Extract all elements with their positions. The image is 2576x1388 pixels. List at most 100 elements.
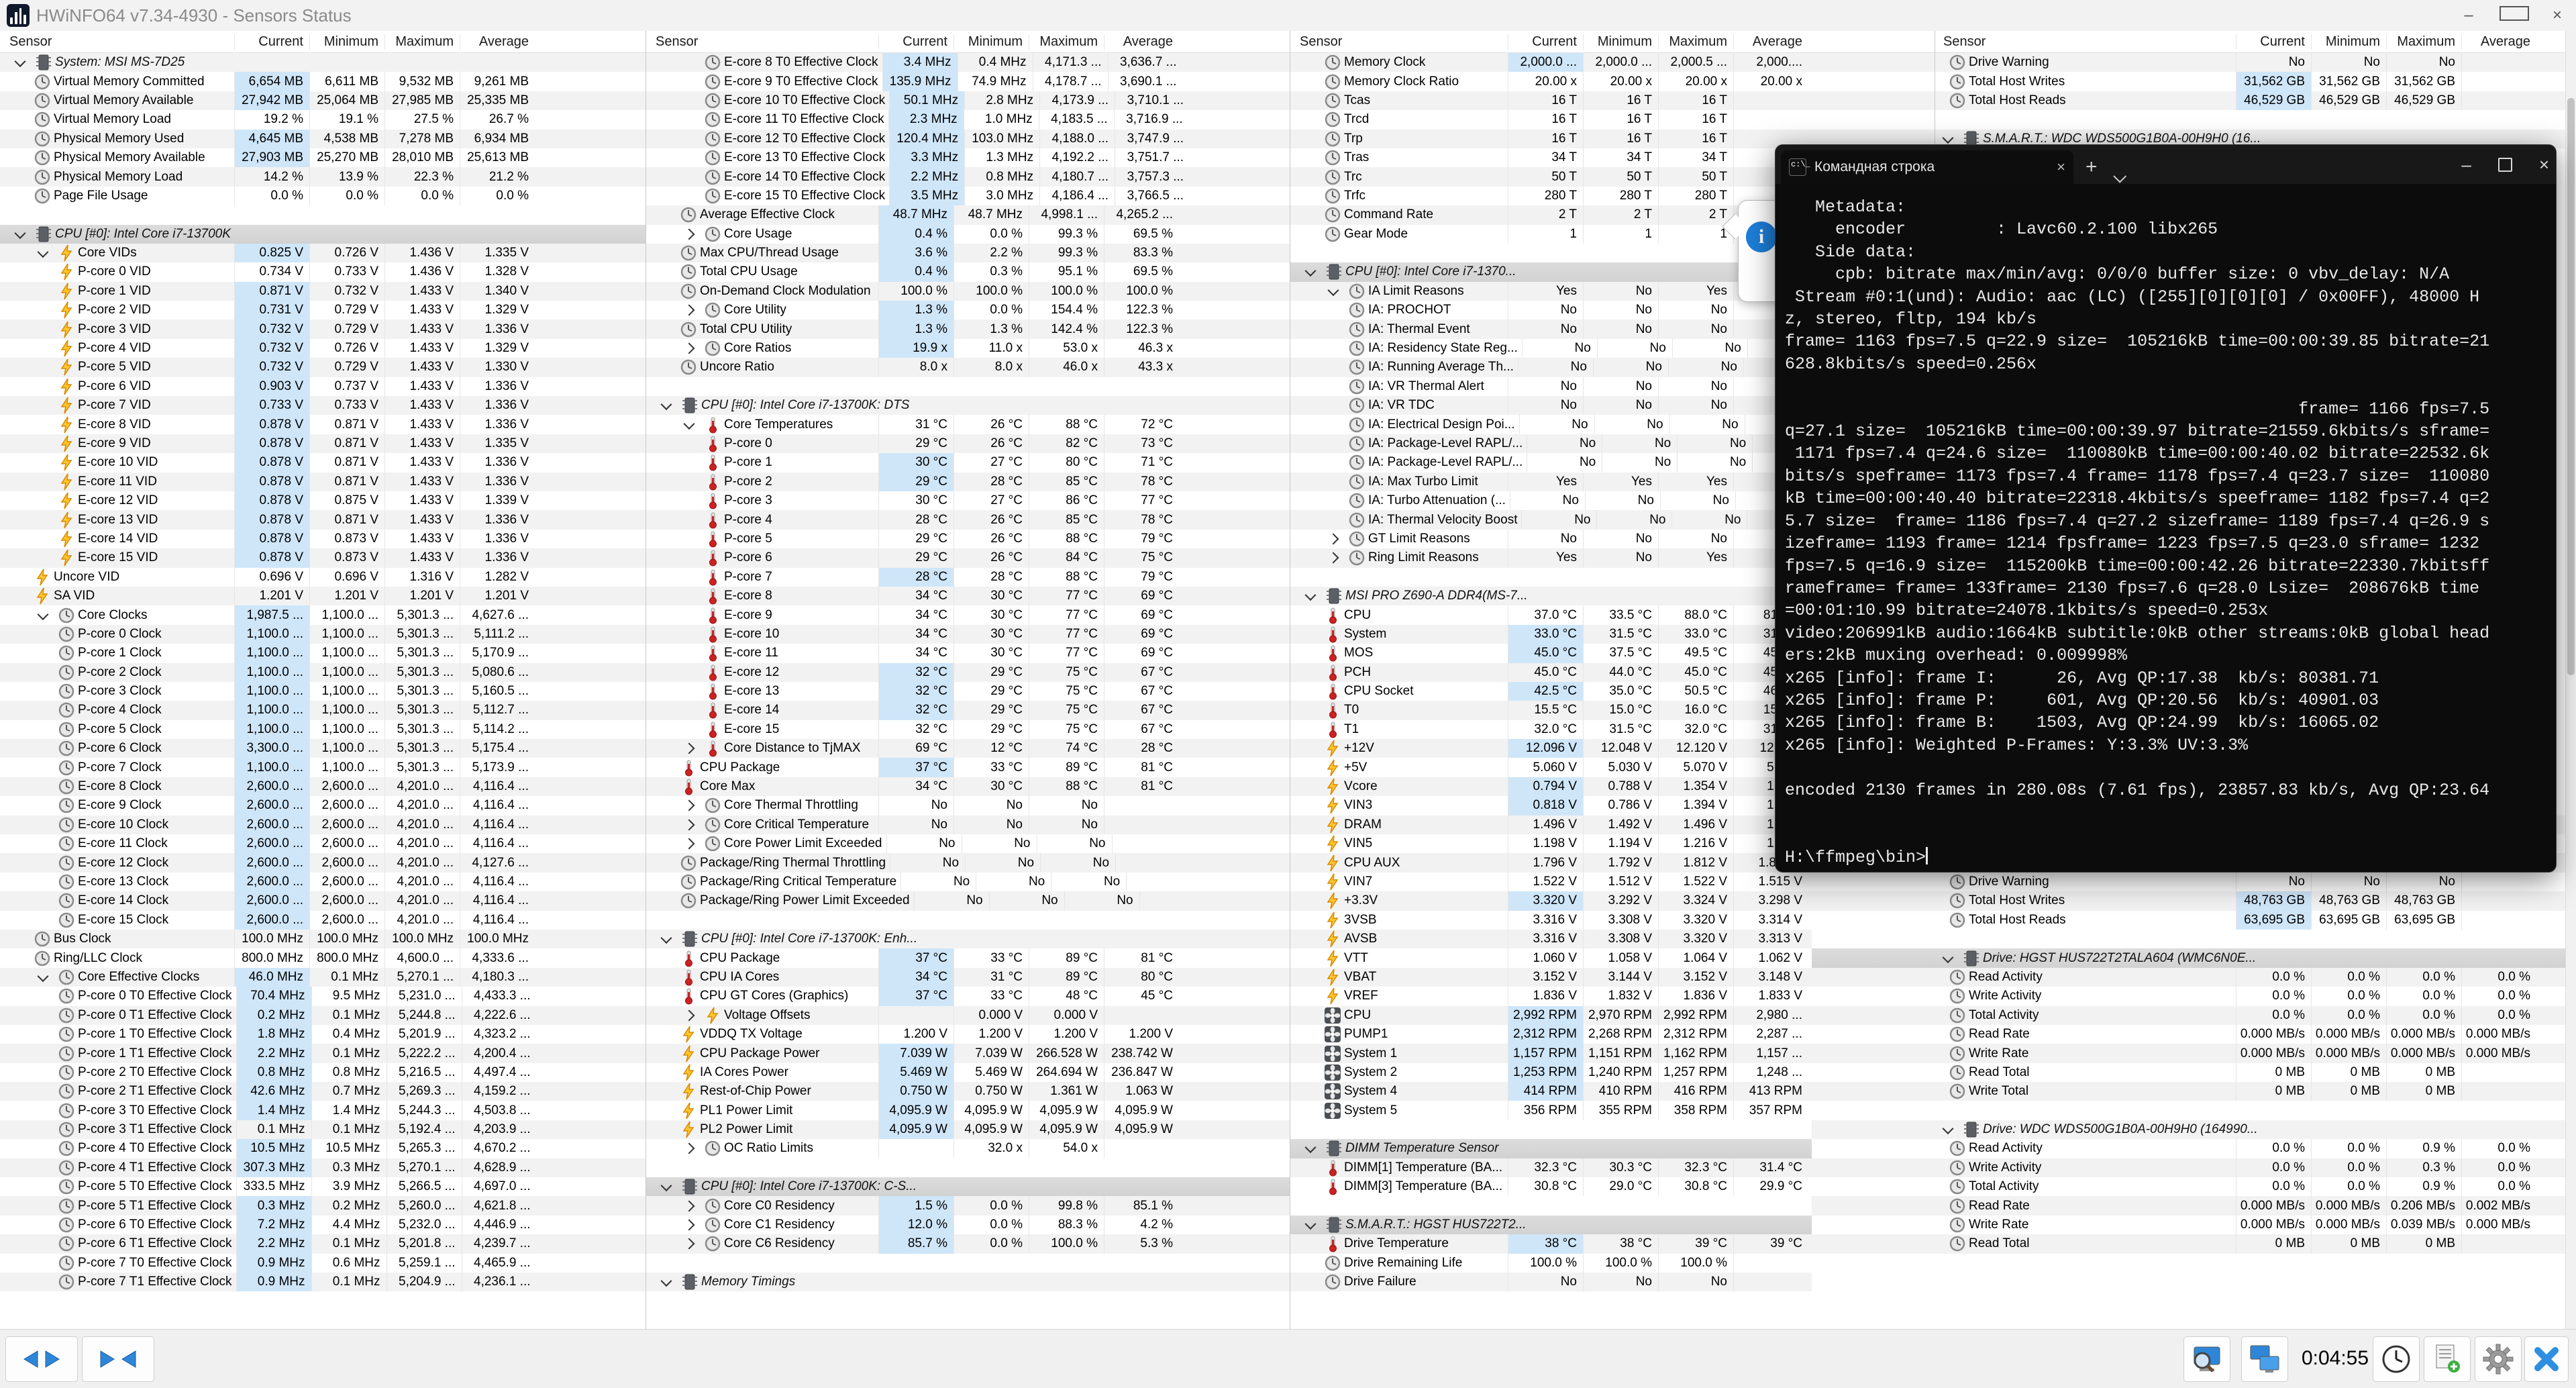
sensor-row[interactable]: P-core 0 VID 0.734 V 0.733 V 1.436 V 1.328 V xyxy=(0,262,646,282)
sensor-row[interactable]: Max CPU/Thread Usage 3.6 % 2.2 % 99.3 % 83.3… xyxy=(646,243,1290,263)
header-minimum[interactable]: Minimum xyxy=(1583,34,1658,50)
sensor-row[interactable]: Tras 34 T 34 T 34 T xyxy=(1290,148,1935,168)
collapse-chevron-icon[interactable] xyxy=(1298,268,1323,276)
sensor-row[interactable]: P-core 3 T0 Effective Clock 1.4 MHz 1.4 MH… xyxy=(0,1101,646,1120)
sensor-row[interactable]: CPU GT Cores (Graphics) 37 °C 33 °C 48 °C 45… xyxy=(646,987,1290,1006)
sensor-row[interactable]: P-core 4 Clock 1,100.0 ... 1,100.0 ... 5,30… xyxy=(0,701,646,720)
expand-chevron-icon[interactable] xyxy=(677,344,701,352)
sensor-row[interactable]: P-core 7 28 °C 28 °C 88 °C 79 °C xyxy=(646,567,1290,587)
sensor-row[interactable]: E-core 15 T0 Effective Clock 3.5 MHz 3.0 M… xyxy=(646,186,1290,206)
header-average[interactable]: Average xyxy=(1733,34,1808,50)
sensor-row[interactable]: P-core 7 Clock 1,100.0 ... 1,100.0 ... 5,30… xyxy=(0,758,646,777)
sensor-row[interactable]: VDDQ TX Voltage 1.200 V 1.200 V 1.200 V 1.20… xyxy=(646,1024,1290,1044)
sensor-row[interactable]: Core Ratios 19.9 x 11.0 x 53.0 x 46.3 x xyxy=(646,338,1290,358)
sensor-row[interactable]: E-core 13 Clock 2,600.0 ... 2,600.0 ... 4,2… xyxy=(0,872,646,892)
sensor-row[interactable]: Write Activity 0.0 % 0.0 % 0.0 % 0.0 % xyxy=(1812,987,2566,1006)
vertical-scrollbar[interactable] xyxy=(2565,31,2576,1329)
collapse-chevron-icon[interactable] xyxy=(654,1183,678,1191)
scrollbar-thumb[interactable] xyxy=(2567,98,2575,675)
terminal-minimize-button[interactable]: – xyxy=(2461,154,2471,175)
sensor-row[interactable]: Trfc 280 T 280 T 280 T xyxy=(1290,186,1935,206)
sensor-row[interactable]: E-core 8 34 °C 30 °C 77 °C 69 °C xyxy=(646,586,1290,606)
sensor-row[interactable]: P-core 4 VID 0.732 V 0.726 V 1.433 V 1.329 V xyxy=(0,338,646,358)
sensor-row[interactable]: Core C1 Residency 12.0 % 0.0 % 88.3 % 4.2 % xyxy=(646,1215,1290,1235)
sensor-row[interactable]: Physical Memory Available 27,903 MB 25,270… xyxy=(0,148,646,168)
sensor-row[interactable]: E-core 14 T0 Effective Clock 2.2 MHz 0.8 M… xyxy=(646,167,1290,187)
sensor-row[interactable]: Trcd 16 T 16 T 16 T xyxy=(1290,110,1935,130)
collapse-chevron-icon[interactable] xyxy=(654,1278,678,1286)
sensor-row[interactable]: Package/Ring Power Limit Exceeded No No No xyxy=(646,891,1290,911)
sensor-row[interactable]: GT Limit Reasons No No No xyxy=(1290,529,1935,549)
sensor-row[interactable]: E-core 13 VID 0.878 V 0.871 V 1.433 V 1.336 … xyxy=(0,510,646,530)
sensor-row[interactable]: P-core 0 29 °C 26 °C 82 °C 73 °C xyxy=(646,434,1290,454)
sensor-row[interactable]: Average Effective Clock 48.7 MHz 48.7 MHz 4… xyxy=(646,205,1290,225)
sensor-row[interactable]: Gear Mode 1 1 1 xyxy=(1290,224,1935,244)
expand-chevron-icon[interactable] xyxy=(677,1011,701,1020)
sensor-row[interactable]: Core Thermal Throttling No No No xyxy=(646,796,1290,815)
header-sensor[interactable]: Sensor xyxy=(9,34,52,49)
sensor-row[interactable]: Core Critical Temperature No No No xyxy=(646,815,1290,835)
collapse-chevron-icon[interactable] xyxy=(1936,954,1960,962)
collapse-chevron-icon[interactable] xyxy=(8,230,32,238)
sensor-row[interactable]: PUMP1 2,312 RPM 2,268 RPM 2,312 RPM 2,287 ..… xyxy=(1290,1024,1935,1044)
expand-chevron-icon[interactable] xyxy=(677,801,701,809)
sensor-row[interactable]: Ring/LLC Clock 800.0 MHz 800.0 MHz 4,600.0 … xyxy=(0,948,646,968)
sensor-row[interactable]: Virtual Memory Committed 6,654 MB 6,611 MB… xyxy=(0,72,646,91)
terminal-output[interactable]: Metadata: encoder : Lavc60.2.100 libx265… xyxy=(1775,184,2556,869)
sensor-row[interactable]: Core VIDs 0.825 V 0.726 V 1.436 V 1.335 V xyxy=(0,243,646,263)
sensor-row[interactable]: P-core 1 30 °C 27 °C 80 °C 71 °C xyxy=(646,453,1290,473)
sensor-row[interactable]: Core Usage 0.4 % 0.0 % 99.3 % 69.5 % xyxy=(646,224,1290,244)
sensor-row[interactable]: E-core 8 Clock 2,600.0 ... 2,600.0 ... 4,20… xyxy=(0,777,646,797)
sensor-row[interactable]: P-core 3 T1 Effective Clock 0.1 MHz 0.1 MH… xyxy=(0,1120,646,1140)
sensor-row[interactable]: P-core 4 T1 Effective Clock 307.3 MHz 0.3 … xyxy=(0,1158,646,1178)
group-header-row[interactable]: CPU [#0]: Intel Core i7-13700K: DTS xyxy=(646,396,1290,415)
expand-chevron-icon[interactable] xyxy=(1321,554,1345,562)
header-maximum[interactable]: Maximum xyxy=(2386,34,2461,50)
sensor-row[interactable]: E-core 14 Clock 2,600.0 ... 2,600.0 ... 4,2… xyxy=(0,891,646,911)
group-header-row[interactable]: CPU [#0]: Intel Core i7-13700K: C-S... xyxy=(646,1177,1290,1197)
expand-chevron-icon[interactable] xyxy=(677,1221,701,1229)
sensor-row[interactable]: OC Ratio Limits 32.0 x 54.0 x xyxy=(646,1139,1290,1158)
sensor-row[interactable]: P-core 6 T1 Effective Clock 2.2 MHz 0.1 MH… xyxy=(0,1234,646,1254)
sensor-row[interactable]: Total Host Writes 48,763 GB 48,763 GB 48,76… xyxy=(1812,891,2566,911)
sensor-row[interactable]: IA: Package-Level RAPL/... No No No xyxy=(1290,453,1935,473)
collapse-chevron-icon[interactable] xyxy=(1298,1144,1323,1152)
sensor-row[interactable]: Total Activity 0.0 % 0.0 % 0.9 % 0.0 % xyxy=(1812,1177,2566,1197)
sensor-row[interactable]: P-core 0 T0 Effective Clock 70.4 MHz 9.5 M… xyxy=(0,987,646,1006)
sensor-row[interactable]: E-core 9 T0 Effective Clock 135.9 MHz 74.9… xyxy=(646,72,1290,91)
expand-chevron-icon[interactable] xyxy=(677,1144,701,1152)
sensor-row[interactable]: CPU Package 37 °C 33 °C 89 °C 81 °C xyxy=(646,948,1290,968)
header-maximum[interactable]: Maximum xyxy=(1029,34,1104,50)
sensor-row[interactable]: Total Activity 0.0 % 0.0 % 0.0 % 0.0 % xyxy=(1812,1005,2566,1025)
group-header-row[interactable]: Drive: WDC WDS500G1B0A-00H9H0 (164990... xyxy=(1812,1120,2566,1140)
sensor-row[interactable]: P-core 0 Clock 1,100.0 ... 1,100.0 ... 5,30… xyxy=(0,624,646,644)
sensor-row[interactable]: E-core 12 Clock 2,600.0 ... 2,600.0 ... 4,2… xyxy=(0,853,646,873)
expand-chevron-icon[interactable] xyxy=(677,230,701,238)
sensor-row[interactable]: Total CPU Utility 1.3 % 1.3 % 142.4 % 122.3 … xyxy=(646,319,1290,339)
sensor-row[interactable]: E-core 14 32 °C 29 °C 75 °C 67 °C xyxy=(646,701,1290,720)
expand-chevron-icon[interactable] xyxy=(1321,535,1345,543)
sensor-row[interactable]: P-core 0 T1 Effective Clock 0.2 MHz 0.1 MH… xyxy=(0,1005,646,1025)
header-current[interactable]: Current xyxy=(234,34,309,50)
sensor-row[interactable]: P-core 7 T1 Effective Clock 0.9 MHz 0.1 MH… xyxy=(0,1273,646,1292)
info-icon[interactable]: i xyxy=(1746,221,1777,252)
header-maximum[interactable]: Maximum xyxy=(1658,34,1733,50)
sensor-row[interactable]: P-core 6 VID 0.903 V 0.737 V 1.433 V 1.336 V xyxy=(0,377,646,397)
sensor-row[interactable]: Total Host Writes 31,562 GB 31,562 GB 31,56… xyxy=(1812,72,2566,91)
sensor-row[interactable]: E-core 10 34 °C 30 °C 77 °C 69 °C xyxy=(646,624,1290,644)
settings-button[interactable] xyxy=(2475,1336,2522,1382)
header-average[interactable]: Average xyxy=(2461,34,2536,50)
sensor-row[interactable]: P-core 2 T0 Effective Clock 0.8 MHz 0.8 MH… xyxy=(0,1062,646,1083)
collapse-chevron-icon[interactable] xyxy=(1936,135,1960,143)
new-tab-button[interactable]: + xyxy=(2085,156,2098,178)
sensor-row[interactable]: Read Rate 0.000 MB/s 0.000 MB/s 0.000 MB/s 0… xyxy=(1812,1024,2566,1044)
sensor-row[interactable]: Core Clocks 1,987.5 ... 1,100.0 ... 5,301.3… xyxy=(0,605,646,625)
sensor-row[interactable]: IA: VR Thermal Alert No No No xyxy=(1290,377,1935,397)
header-sensor[interactable]: Sensor xyxy=(1300,34,1343,49)
close-sensors-button[interactable] xyxy=(2524,1336,2569,1382)
collapse-chevron-icon[interactable] xyxy=(8,58,32,66)
sensor-row[interactable]: Write Rate 0.000 MB/s 0.000 MB/s 0.039 MB/s… xyxy=(1812,1215,2566,1235)
sensor-row[interactable]: Read Total 0 MB 0 MB 0 MB xyxy=(1812,1062,2566,1083)
sensor-row[interactable]: PL2 Power Limit 4,095.9 W 4,095.9 W 4,095.9… xyxy=(646,1120,1290,1140)
